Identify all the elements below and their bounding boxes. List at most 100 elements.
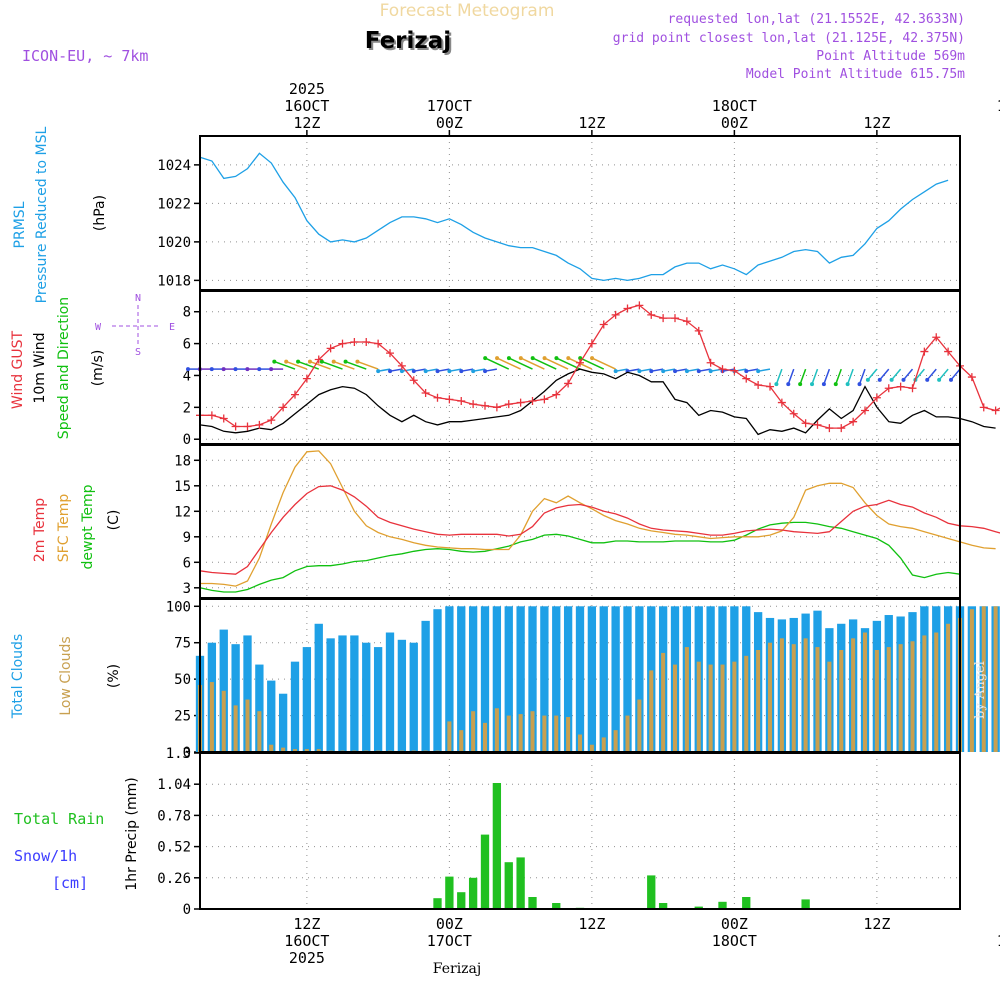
gust-marker — [599, 320, 608, 329]
low-clouds-bar — [910, 641, 915, 752]
pressure-label-2: Pressure Reduced to MSL — [34, 126, 50, 303]
wind-direction-arrowhead — [554, 356, 559, 361]
low-clouds-bar — [625, 715, 630, 752]
temp2m-line — [199, 485, 1000, 575]
gust-marker — [742, 374, 751, 383]
gust-marker — [409, 376, 418, 385]
low-clouds-bar — [708, 664, 713, 752]
gust-marker — [433, 393, 442, 402]
temp-unit: (C) — [106, 510, 122, 531]
wind-direction-arrow — [846, 368, 854, 385]
gust-marker — [374, 339, 383, 348]
clouds-panel: 0 25 50 75 100 — [166, 598, 1000, 761]
location-title-shadow: Ferizaj — [367, 30, 453, 56]
dewpt-label: dewpt Temp — [80, 484, 96, 569]
low-clouds-bar — [482, 722, 488, 752]
total-clouds-bar — [480, 606, 490, 752]
clouds-unit: (%) — [106, 664, 122, 688]
temperature-ytick-label: 6 — [183, 555, 191, 571]
wind-direction-arrow — [274, 360, 296, 370]
low-clouds-bar — [613, 730, 618, 752]
temperature-ytick-label: 9 — [183, 530, 191, 546]
gust-marker — [718, 365, 727, 374]
gust-marker — [207, 411, 216, 420]
low-clouds-bar — [756, 650, 761, 752]
low-clouds-bar — [447, 721, 452, 752]
footer-location: Ferizaj — [433, 961, 481, 977]
wind-direction-arrowhead — [518, 356, 523, 361]
low-clouds-bar — [649, 670, 654, 752]
low-clouds-bar — [661, 652, 666, 752]
wind-direction-arrowhead — [272, 359, 277, 364]
low-clouds-bar — [518, 714, 523, 752]
gust-marker — [564, 379, 573, 388]
wind-direction-arrow — [787, 368, 795, 385]
total-clouds-bar — [231, 644, 240, 752]
rain-bar — [742, 897, 751, 909]
compass-e: E — [169, 322, 175, 333]
low-clouds-label: Low Clouds — [58, 636, 74, 715]
compass-w: W — [95, 322, 102, 333]
gust-marker — [587, 339, 596, 348]
wind-direction-arrowhead — [845, 382, 850, 387]
low-clouds-bar — [494, 708, 499, 752]
wind-direction-arrowhead — [530, 356, 535, 361]
wind-direction-arrowhead — [857, 382, 862, 387]
wind-direction-arrowhead — [578, 356, 583, 361]
model-label: ICON-EU, ~ 7km — [22, 47, 148, 65]
total-clouds-bar — [397, 639, 407, 752]
temperature-frame — [199, 444, 961, 599]
rain-bar — [504, 862, 513, 909]
wind-direction-arrow — [823, 368, 831, 385]
grid-point-coords: grid point closest lon,lat (21.125E, 42.… — [613, 31, 965, 46]
gust-marker — [492, 403, 501, 412]
top-time-labels-label: 00Z — [436, 114, 463, 132]
total-clouds-bar — [290, 661, 300, 752]
precip-ytick-label: 1.04 — [157, 777, 191, 793]
gust-marker — [338, 339, 347, 348]
precip-ytick-label: 1.3 — [166, 746, 191, 762]
wind-direction-arrowhead — [186, 367, 190, 372]
low-clouds-bar — [257, 711, 262, 752]
model-altitude: Model Point Altitude 615.75m — [746, 67, 965, 82]
rain-bar — [801, 899, 810, 909]
gust-marker — [754, 381, 763, 390]
gust-marker — [932, 333, 941, 342]
dewpt-line — [199, 521, 961, 593]
low-clouds-bar — [672, 664, 678, 752]
wind-direction-arrowhead — [542, 356, 547, 361]
temperature-ytick-label: 3 — [183, 581, 191, 597]
low-clouds-bar — [815, 647, 820, 752]
gust-marker — [694, 326, 703, 335]
wind-ytick-label: 2 — [183, 400, 191, 416]
wind-direction-arrow — [867, 368, 878, 381]
top-time-labels-label: 18OCT — [712, 97, 757, 115]
wind-direction-arrowhead — [821, 382, 826, 387]
low-clouds-bar — [530, 711, 535, 752]
low-clouds-bar — [221, 690, 226, 752]
wind-direction-arrowhead — [376, 369, 381, 374]
gust-marker — [291, 390, 299, 399]
wind10m-line — [199, 368, 996, 436]
wind-direction-arrowhead — [833, 382, 838, 387]
gust-marker — [967, 373, 976, 382]
low-clouds-bar — [506, 715, 511, 752]
gust-marker — [386, 349, 394, 358]
total-clouds-bar — [326, 638, 335, 752]
compass-s: S — [135, 347, 141, 358]
rain-bar — [528, 897, 537, 909]
total-clouds-bar — [350, 635, 359, 752]
gust-marker — [920, 347, 929, 356]
gust-marker — [861, 406, 869, 415]
bottom-time-labels-label: 00Z — [721, 915, 748, 933]
low-clouds-bar — [577, 734, 583, 752]
wind-ytick-label: 6 — [183, 337, 191, 353]
location-title: Ferizaj — [365, 28, 451, 54]
wind-direction-arrow — [345, 360, 367, 370]
total-clouds-bar — [278, 693, 288, 752]
total-clouds-bar — [267, 680, 276, 752]
rain-bar — [468, 877, 478, 909]
gust-marker — [457, 396, 466, 405]
total-clouds-bar — [302, 647, 312, 752]
